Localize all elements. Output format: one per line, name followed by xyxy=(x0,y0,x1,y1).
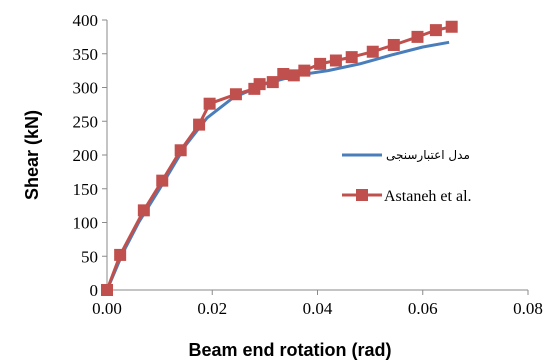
legend: مدل اعتبارسنجی Astaneh et al. xyxy=(342,148,472,205)
legend-label-1: Astaneh et al. xyxy=(384,188,472,205)
legend-label-0: مدل اعتبارسنجی xyxy=(386,148,470,163)
data-point xyxy=(114,248,127,261)
y-tick-label: 50 xyxy=(81,247,98,266)
data-point xyxy=(101,284,113,296)
x-tick-labels: 0.00 0.02 0.04 0.06 0.08 xyxy=(92,299,543,318)
y-tick-label: 400 xyxy=(73,11,99,30)
y-tick-label: 200 xyxy=(73,146,99,165)
y-axis-label: Shear (kN) xyxy=(22,110,42,200)
data-point xyxy=(411,30,424,43)
data-point xyxy=(277,68,290,80)
x-axis-label: Beam end rotation (rad) xyxy=(188,340,391,360)
y-tick-labels: 0 50 100 150 200 250 300 350 400 xyxy=(73,11,99,300)
data-point xyxy=(253,78,266,91)
data-point xyxy=(266,76,279,89)
data-point xyxy=(137,204,150,217)
data-point xyxy=(203,97,216,110)
x-tick-label: 0.06 xyxy=(408,299,438,318)
data-point xyxy=(156,174,169,187)
data-point xyxy=(387,38,400,51)
data-point xyxy=(345,51,358,64)
y-tick-label: 250 xyxy=(73,112,99,131)
data-point xyxy=(366,45,379,58)
series-layer xyxy=(101,20,458,296)
data-point xyxy=(193,118,206,131)
y-tick-label: 350 xyxy=(73,45,99,64)
data-point xyxy=(287,69,300,82)
y-tick-label: 100 xyxy=(73,214,99,233)
y-tick-label: 0 xyxy=(90,281,99,300)
data-point xyxy=(445,20,458,33)
x-tick-label: 0.02 xyxy=(197,299,227,318)
x-tick-label: 0.00 xyxy=(92,299,122,318)
data-point xyxy=(298,64,311,77)
data-point xyxy=(174,144,187,157)
data-point xyxy=(429,24,442,37)
y-tick-label: 300 xyxy=(73,79,99,98)
data-point xyxy=(329,54,342,67)
x-tick-label: 0.08 xyxy=(513,299,543,318)
data-point xyxy=(229,88,242,101)
data-point xyxy=(314,57,327,70)
x-tick-label: 0.04 xyxy=(303,299,333,318)
legend-marker-1 xyxy=(356,189,368,201)
y-tick-label: 150 xyxy=(73,180,99,199)
